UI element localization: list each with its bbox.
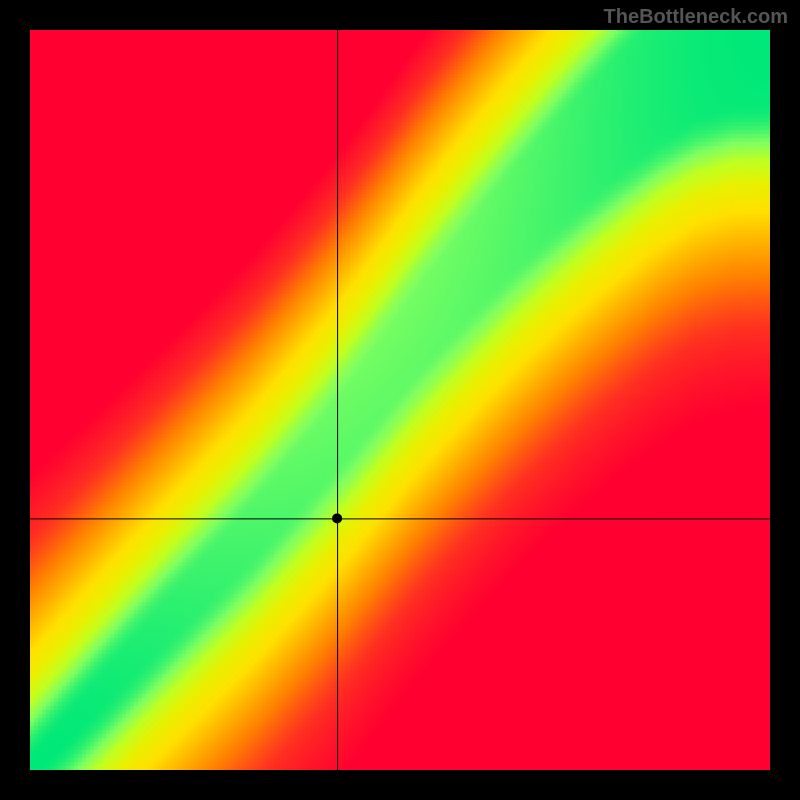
bottleneck-heatmap — [0, 0, 800, 800]
attribution-label: TheBottleneck.com — [604, 6, 788, 29]
chart-container: TheBottleneck.com — [0, 0, 800, 800]
